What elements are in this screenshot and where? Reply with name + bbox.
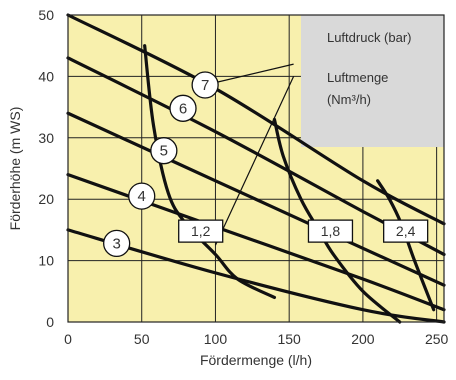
pressure-label-circle	[191, 71, 219, 99]
pressure-label-circle	[150, 137, 178, 165]
pressure-line-5	[66, 111, 446, 287]
x-tick-label: 50	[134, 331, 150, 347]
airflow-label-box	[178, 219, 224, 243]
y-tick-label: 50	[38, 7, 54, 23]
legend: Luftdruck (bar) Luftmenge (Nm³/h)	[300, 15, 444, 148]
legend-text: (Nm³/h)	[327, 92, 371, 107]
y-tick-label: 40	[38, 68, 54, 84]
pressure-label: 5	[160, 143, 168, 160]
x-axis-title: Fördermenge (l/h)	[200, 352, 312, 368]
pressure-label: 6	[179, 100, 187, 117]
pressure-line-4	[66, 173, 446, 312]
pressure-label-circle	[169, 94, 197, 122]
pointer-line	[214, 76, 295, 246]
airflow-label-box	[307, 219, 354, 243]
x-tick-label: 250	[425, 331, 449, 347]
x-tick-label: 200	[351, 331, 375, 347]
airflow-label: 1,8	[321, 223, 341, 239]
plot-frame	[67, 14, 445, 323]
y-tick-label: 30	[38, 130, 54, 146]
pressure-label: 3	[112, 235, 120, 252]
pressure-label-circle	[103, 229, 131, 258]
series-labels: 3 4 5 67 1,2 1,8 2,4	[103, 71, 429, 258]
pressure-label-circle	[128, 182, 156, 210]
y-axis-title: Förderhöhe (m WS)	[7, 107, 23, 231]
x-tick-label: 100	[204, 331, 228, 347]
pointer-lines	[204, 63, 295, 246]
airflow-label: 1,2	[191, 223, 211, 239]
pressure-label: 4	[138, 188, 146, 205]
x-tick-label: 0	[64, 331, 72, 347]
legend-text: Luftdruck (bar)	[327, 30, 412, 45]
y-tick-label: 10	[38, 253, 54, 269]
tick-labels: 0 50 100 150 200 250 0 10 20 30 40 50	[38, 7, 448, 347]
y-tick-label: 0	[46, 314, 54, 330]
legend-box	[300, 15, 444, 148]
pointer-line	[204, 63, 294, 86]
x-tick-label: 150	[277, 331, 301, 347]
pressure-label: 7	[201, 77, 209, 94]
y-tick-label: 20	[38, 191, 54, 207]
legend-text: Luftmenge	[327, 70, 388, 85]
airflow-label-box	[383, 219, 429, 243]
airflow-label: 2,4	[396, 223, 416, 239]
